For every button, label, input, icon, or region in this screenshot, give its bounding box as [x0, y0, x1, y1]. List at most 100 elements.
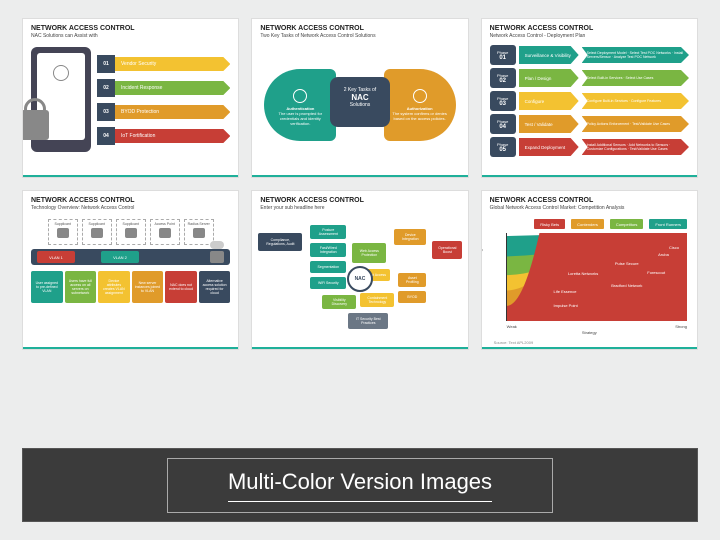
chart-label: Life Essence: [554, 289, 577, 294]
legend-item: Risky Bets: [534, 219, 565, 229]
phase-num: Phase01: [490, 45, 516, 65]
flow-box: Asset Profiling: [398, 273, 426, 287]
phase-label: Configure: [519, 92, 579, 110]
lock-icon: [293, 89, 307, 103]
slide-title: NETWORK ACCESS CONTROL: [23, 19, 238, 33]
legend-item: Contenders: [571, 219, 604, 229]
arrow-label: Vendor Security: [115, 57, 230, 71]
flow-box: Web Access Protection: [352, 243, 386, 263]
slide-6: NETWORK ACCESS CONTROL Global Network Ac…: [481, 190, 698, 350]
slide-subtitle: Technology Overview: Network Access Cont…: [23, 205, 238, 215]
phase-num: Phase05: [490, 137, 516, 157]
flow-box: BYOD: [398, 291, 426, 303]
slide-title: NETWORK ACCESS CONTROL: [252, 191, 467, 205]
slide-4: NETWORK ACCESS CONTROL Technology Overvi…: [22, 190, 239, 350]
supplicant-box: Supplicant: [116, 219, 146, 245]
slide-2: NETWORK ACCESS CONTROL Two Key Tasks of …: [251, 18, 468, 178]
auth-text: The user is prompted for credentials and…: [272, 111, 328, 126]
slide-subtitle: Enter your sub headline here: [252, 205, 467, 215]
arrow-item: 04IoT Fortification: [97, 127, 230, 145]
source-text: Source: Text APL2009: [494, 340, 534, 345]
x-axis-label: Strategy: [582, 330, 597, 335]
flow-box: IT Security Best Practices: [348, 313, 388, 329]
chart-label: Forescout: [647, 270, 665, 275]
center-bot: Solutions: [350, 102, 371, 108]
flow-box: Containment Technology: [360, 293, 394, 307]
info-box: New server instances joined to VLAN: [132, 271, 164, 303]
chart-label: Impulse Point: [554, 303, 578, 308]
slide-title: NETWORK ACCESS CONTROL: [23, 191, 238, 205]
phase-label: Surveillance & Visibility: [519, 46, 579, 64]
flow-box: Fast/Wired Integration: [310, 243, 346, 257]
info-box: User assigned to pre-defined VLAN: [31, 271, 63, 303]
slide-title: NETWORK ACCESS CONTROL: [252, 19, 467, 33]
supplicant-box: Access Point: [150, 219, 180, 245]
slide-title: NETWORK ACCESS CONTROL: [482, 191, 697, 205]
phase-detail: Configure Built-in Services · Configure …: [582, 93, 689, 109]
arrow-label: Incident Response: [115, 81, 230, 95]
banner-title: Multi-Color Version Images: [228, 469, 492, 502]
vlan-tag: VLAN 2: [101, 251, 139, 263]
phase-label: Expand Deployment: [519, 138, 579, 156]
arrow-list: 01Vendor Security 02Incident Response 03BY…: [97, 47, 230, 152]
phase-detail: Select Built-in Services · Select Use Ca…: [582, 70, 689, 86]
center-badge: 2 Key Tasks ofNACSolutions: [330, 77, 390, 127]
slide-grid: NETWORK ACCESS CONTROL NAC Solutions can…: [0, 0, 720, 360]
flow-box: Segmentation: [310, 261, 346, 273]
info-box: Alternative access solution required for…: [199, 271, 231, 303]
center-main: NAC: [330, 93, 390, 102]
user-icon: [413, 89, 427, 103]
phase-label: Plan / Design: [519, 69, 579, 87]
chart-label: Loretta Networks: [568, 271, 598, 276]
phase-row: Phase05Expand DeploymentInstall Addition…: [490, 137, 689, 157]
info-box: Users have full access on all servers on…: [65, 271, 97, 303]
arrow-item: 02Incident Response: [97, 79, 230, 97]
info-boxes: User assigned to pre-defined VLANUsers h…: [31, 271, 230, 303]
flowchart: NAC Compliance, Regulations, AuditPostur…: [252, 215, 467, 343]
device-illustration: [31, 47, 91, 152]
vlan-row: VLAN 1 VLAN 2: [31, 249, 230, 265]
chart-label: Pulse Secure: [615, 261, 639, 266]
phase-num: Phase04: [490, 114, 516, 134]
slide-1: NETWORK ACCESS CONTROL NAC Solutions can…: [22, 18, 239, 178]
flow-box: Visibility Discovery: [322, 295, 356, 309]
arrow-num: 04: [97, 127, 115, 145]
slide-title: NETWORK ACCESS CONTROL: [482, 19, 697, 33]
auth-panel: AuthenticationThe user is prompted for c…: [264, 69, 336, 141]
info-box: NAC does not extend to cloud: [165, 271, 197, 303]
flow-box: WiFi Security: [310, 277, 346, 289]
phase-num: Phase02: [490, 68, 516, 88]
phase-row: Phase04Test / ValidatePolicy Actions Enf…: [490, 114, 689, 134]
supplicant-box: Radius Server: [184, 219, 214, 245]
phase-row: Phase03ConfigureConfigure Built-in Servi…: [490, 91, 689, 111]
supplicant-box: Supplicant: [48, 219, 78, 245]
chart-label: Aruba: [658, 252, 669, 257]
arrow-label: IoT Fortification: [115, 129, 230, 143]
flow-box: Compliance, Regulations, Audit: [258, 233, 302, 251]
slide-subtitle: NAC Solutions can Assist with: [23, 33, 238, 43]
flow-box: Posture Assessment: [310, 225, 346, 239]
wave-chart: Loretta Networks Life Essence Bradford Net…: [506, 233, 687, 321]
phase-label: Test / Validate: [519, 115, 579, 133]
arrow-item: 03BYOD Protection: [97, 103, 230, 121]
slide-subtitle: Two Key Tasks of Network Access Control …: [252, 33, 467, 43]
vlan-tag: VLAN 1: [37, 251, 75, 263]
slide-5: NETWORK ACCESS CONTROL Enter your sub he…: [251, 190, 468, 350]
flow-box: Operational Boost: [432, 241, 462, 259]
info-box: Device attributes creates VLAN assignmen…: [98, 271, 130, 303]
x-tick: Weak: [507, 324, 517, 329]
arrow-item: 01Vendor Security: [97, 55, 230, 73]
phase-row: Phase02Plan / DesignSelect Built-in Serv…: [490, 68, 689, 88]
phase-row: Phase01Surveillance & VisibilitySelect D…: [490, 45, 689, 65]
phase-num: Phase03: [490, 91, 516, 111]
supplicant-row: SupplicantSupplicantSupplicantAccess Poi…: [31, 219, 230, 245]
phase-detail: Policy Actions Enforcement · Test/Valida…: [582, 116, 689, 132]
phase-detail: Install Additional Sensors · Add Network…: [582, 139, 689, 155]
slide-subtitle: Global Network Access Control Market: Co…: [482, 205, 697, 215]
y-axis-label: Current Offering: [481, 249, 483, 278]
banner: Multi-Color Version Images: [22, 448, 698, 522]
slide-3: NETWORK ACCESS CONTROL Network Access Co…: [481, 18, 698, 178]
arrow-num: 02: [97, 79, 115, 97]
arrow-label: BYOD Protection: [115, 105, 230, 119]
chart-label: Bradford Network: [611, 283, 642, 288]
